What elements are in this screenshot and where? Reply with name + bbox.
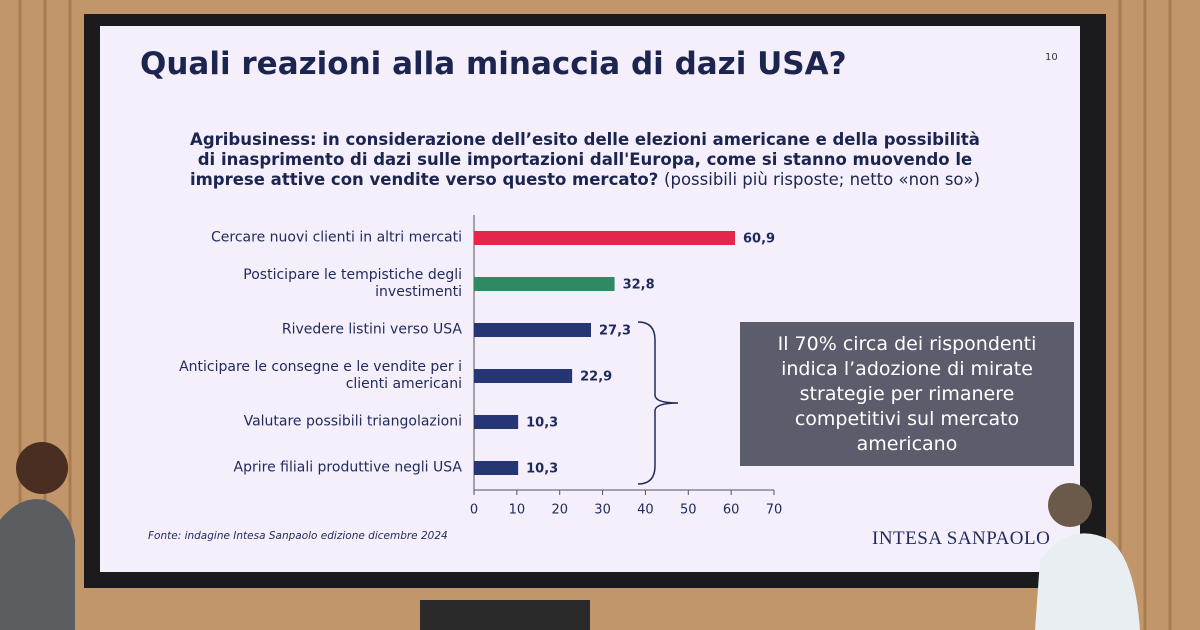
page-number: 10 xyxy=(1045,52,1058,63)
person-right xyxy=(1035,533,1140,630)
category-label: Posticipare le tempistiche degli investi… xyxy=(243,267,462,300)
bar xyxy=(474,415,519,429)
x-tick-label: 10 xyxy=(509,503,526,518)
value-label: 10,3 xyxy=(526,462,558,477)
bar xyxy=(474,323,591,337)
value-label: 22,9 xyxy=(580,370,612,385)
category-label: Aprire filiali produttive negli USA xyxy=(233,459,462,476)
slide xyxy=(100,26,1080,572)
subtitle-text: Agribusiness: in considerazione dell’esi… xyxy=(189,130,980,189)
source: Fonte: indagine Intesa Sanpaolo edizione… xyxy=(148,530,448,542)
vent xyxy=(420,600,590,630)
value-label: 32,8 xyxy=(623,278,655,293)
brace xyxy=(637,321,679,485)
category-label: Valutare possibili triangolazioni xyxy=(243,413,462,430)
value-label: 10,3 xyxy=(526,416,558,431)
wall-slats xyxy=(18,0,1172,630)
bar xyxy=(474,461,519,475)
x-tick-label: 70 xyxy=(766,503,783,518)
x-tick-label: 0 xyxy=(470,503,478,518)
category-label: Cercare nuovi clienti in altri mercati xyxy=(211,229,462,246)
logo: INTESA SANPAOLO xyxy=(872,528,1051,549)
category-label: Rivedere listini verso USA xyxy=(281,321,462,338)
chart-title: Quali reazioni alla minaccia di dazi USA… xyxy=(140,46,847,82)
bar xyxy=(474,231,735,245)
person-left-head xyxy=(16,442,68,494)
bar xyxy=(474,277,615,291)
x-tick-label: 30 xyxy=(594,503,611,518)
x-tick-label: 40 xyxy=(637,503,654,518)
x-tick-label: 50 xyxy=(680,503,697,518)
value-label: 60,9 xyxy=(743,232,775,247)
subtitle-note: (possibili più risposte; netto «non so») xyxy=(664,170,981,189)
chart-subtitle: Agribusiness: in considerazione dell’esi… xyxy=(185,130,985,190)
x-tick-label: 60 xyxy=(723,503,740,518)
x-tick-label: 20 xyxy=(551,503,568,518)
bar xyxy=(474,369,573,383)
category-label: Anticipare le consegne e le vendite per … xyxy=(179,359,462,392)
person-right-head xyxy=(1048,483,1092,527)
person-left xyxy=(0,499,75,630)
annotation: Il 70% circa dei rispondenti indica l’ad… xyxy=(740,322,1074,466)
value-label: 27,3 xyxy=(599,324,631,339)
